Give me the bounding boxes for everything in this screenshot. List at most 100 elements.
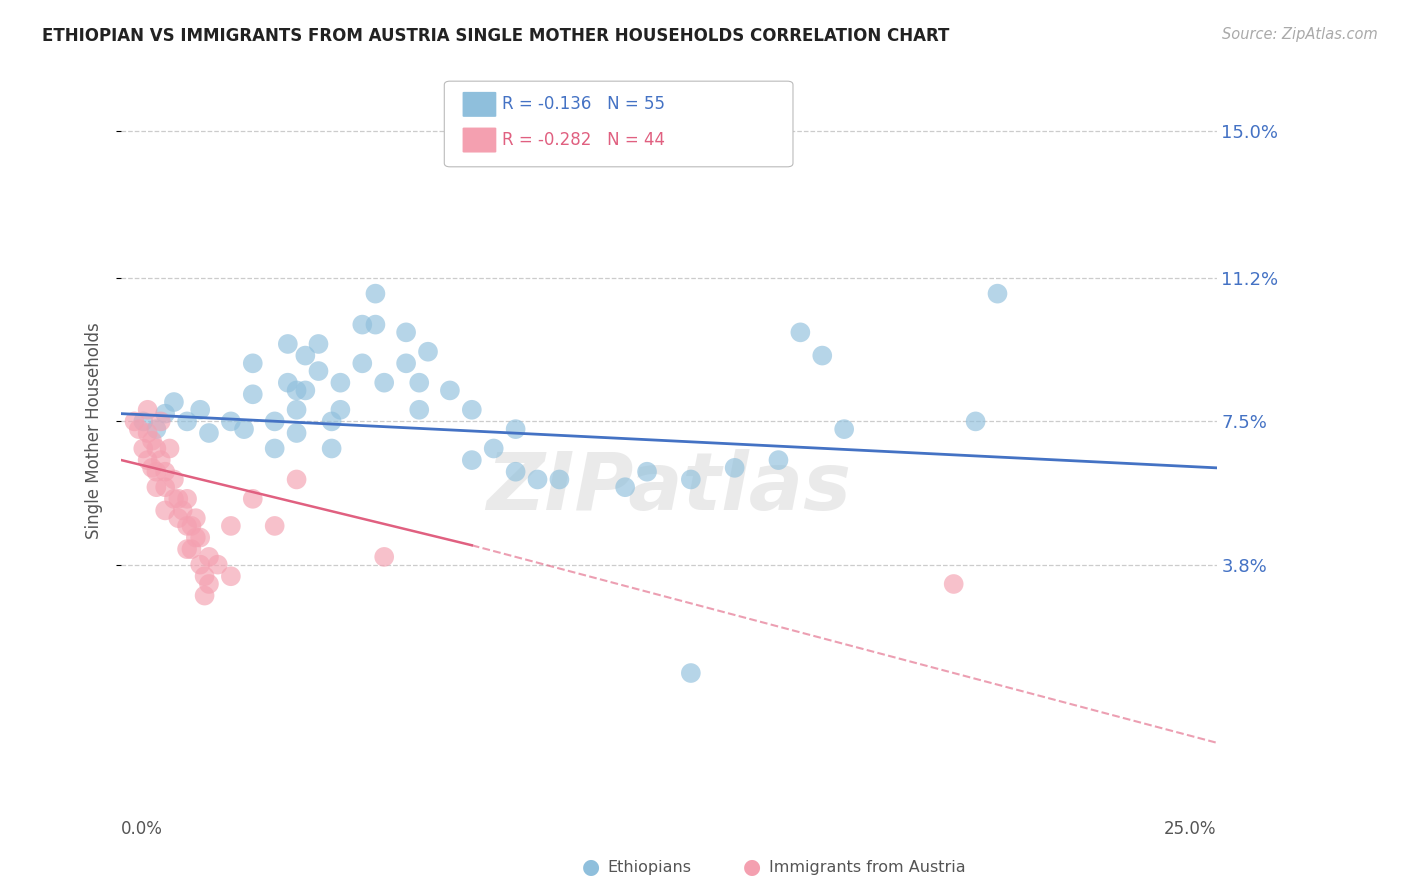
Point [188, 531, 211, 545]
Point [679, 666, 702, 681]
Text: Immigrants from Austria: Immigrants from Austria [769, 860, 966, 874]
Point [141, 434, 163, 448]
Point [172, 503, 194, 517]
Text: R = -0.136   N = 55: R = -0.136 N = 55 [502, 95, 665, 113]
Point [614, 480, 637, 494]
Point [285, 425, 308, 440]
Point [461, 453, 484, 467]
Point [395, 356, 418, 370]
Point [352, 356, 374, 370]
Point [329, 402, 352, 417]
Point [308, 337, 330, 351]
Point [679, 473, 702, 487]
Point [965, 414, 987, 428]
Point [128, 422, 150, 436]
Y-axis label: Single Mother Households: Single Mother Households [86, 323, 103, 540]
Text: 25.0%: 25.0% [1164, 820, 1216, 838]
Text: ZIPatlas: ZIPatlas [486, 450, 852, 527]
Point [526, 473, 548, 487]
Point [942, 577, 965, 591]
Point [263, 519, 285, 533]
Text: ETHIOPIAN VS IMMIGRANTS FROM AUSTRIA SINGLE MOTHER HOUSEHOLDS CORRELATION CHART: ETHIOPIAN VS IMMIGRANTS FROM AUSTRIA SIN… [42, 27, 949, 45]
Point [832, 422, 855, 436]
Point [153, 465, 176, 479]
Point [321, 414, 343, 428]
Point [294, 384, 316, 398]
Point [180, 519, 202, 533]
Text: Ethiopians: Ethiopians [607, 860, 692, 874]
Text: ●: ● [582, 857, 599, 877]
Point [145, 480, 167, 494]
Point [124, 414, 146, 428]
Point [373, 549, 395, 564]
Point [242, 356, 264, 370]
Point [789, 326, 811, 340]
Point [986, 286, 1008, 301]
Point [207, 558, 229, 572]
Point [233, 422, 256, 436]
Point [285, 384, 308, 398]
Point [194, 589, 217, 603]
Point [277, 376, 299, 390]
Point [724, 460, 747, 475]
Text: Source: ZipAtlas.com: Source: ZipAtlas.com [1222, 27, 1378, 42]
Point [198, 425, 221, 440]
Point [136, 453, 159, 467]
Point [321, 442, 343, 456]
Point [136, 425, 159, 440]
Point [219, 569, 242, 583]
Point [194, 569, 217, 583]
Point [184, 531, 207, 545]
Point [163, 395, 186, 409]
Point [364, 286, 387, 301]
Point [505, 465, 527, 479]
Point [145, 422, 167, 436]
Point [505, 422, 527, 436]
Point [352, 318, 374, 332]
Point [308, 364, 330, 378]
Point [198, 549, 221, 564]
Point [184, 511, 207, 525]
Point [132, 442, 155, 456]
Point [408, 376, 430, 390]
Point [219, 519, 242, 533]
Point [263, 442, 285, 456]
Point [153, 480, 176, 494]
Point [188, 402, 211, 417]
Point [149, 453, 172, 467]
Point [416, 344, 439, 359]
Point [768, 453, 790, 467]
Point [277, 337, 299, 351]
Point [176, 519, 198, 533]
Point [198, 577, 221, 591]
Text: ●: ● [744, 857, 761, 877]
Point [167, 491, 190, 506]
Point [329, 376, 352, 390]
Point [364, 318, 387, 332]
Point [159, 442, 181, 456]
Point [149, 414, 172, 428]
Point [188, 558, 211, 572]
Point [636, 465, 658, 479]
Point [219, 414, 242, 428]
Point [176, 542, 198, 557]
Text: 0.0%: 0.0% [121, 820, 163, 838]
Point [145, 465, 167, 479]
Point [482, 442, 505, 456]
Point [167, 511, 190, 525]
Point [439, 384, 461, 398]
Point [408, 402, 430, 417]
Point [373, 376, 395, 390]
Point [242, 491, 264, 506]
Point [163, 491, 186, 506]
Point [163, 473, 186, 487]
Point [132, 414, 155, 428]
Point [294, 349, 316, 363]
Point [548, 473, 571, 487]
Text: R = -0.282   N = 44: R = -0.282 N = 44 [502, 131, 665, 149]
Point [141, 460, 163, 475]
Point [176, 414, 198, 428]
Point [461, 402, 484, 417]
Point [395, 326, 418, 340]
Point [153, 407, 176, 421]
